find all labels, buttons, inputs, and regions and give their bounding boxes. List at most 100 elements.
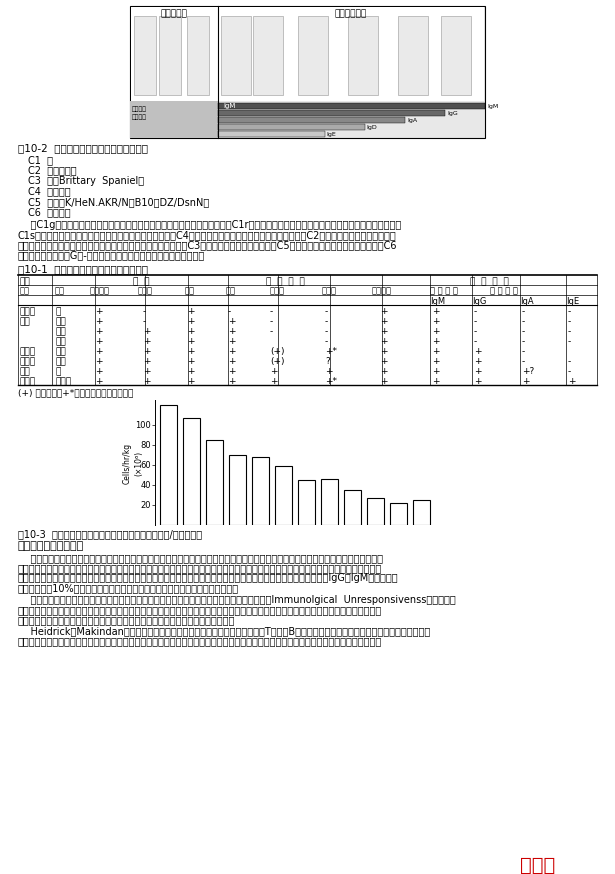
Text: 动物: 动物 <box>20 277 31 286</box>
Text: 鸡: 鸡 <box>55 367 60 376</box>
Text: +: + <box>228 357 236 366</box>
Text: +: + <box>432 327 440 336</box>
Text: 脊椎动物和人: 脊椎动物和人 <box>335 9 367 18</box>
Text: -: - <box>522 347 525 356</box>
Text: +: + <box>228 367 236 376</box>
Text: +: + <box>432 357 440 366</box>
Text: 图10-3  各种动物胸导管淋巴细胞数目的变化（细胞数/公斤体重）: 图10-3 各种动物胸导管淋巴细胞数目的变化（细胞数/公斤体重） <box>18 529 202 539</box>
Bar <box>441 16 471 95</box>
Text: 名称: 名称 <box>55 287 65 295</box>
Bar <box>298 16 328 95</box>
Text: +: + <box>187 377 194 386</box>
Text: +?: +? <box>522 367 534 376</box>
Text: +: + <box>95 357 103 366</box>
Text: 淋巴细胞: 淋巴细胞 <box>90 287 110 295</box>
Text: C4  金黄地鼠: C4 金黄地鼠 <box>28 186 71 197</box>
Text: -: - <box>143 307 146 316</box>
Text: -: - <box>522 307 525 316</box>
Text: +: + <box>474 367 482 376</box>
Text: 法氏囊: 法氏囊 <box>322 287 337 295</box>
Text: 免疫学研究中选择适宜年龄的实验动物是非常重要的。年龄影响着实验动物的免疫机能，如幼龄动物的免疫系统机能发育不完善或机能很: 免疫学研究中选择适宜年龄的实验动物是非常重要的。年龄影响着实验动物的免疫机能，如… <box>18 553 383 563</box>
Text: -: - <box>568 337 571 346</box>
Text: IgD: IgD <box>367 125 378 130</box>
Text: IgG: IgG <box>472 296 486 306</box>
Text: -: - <box>568 307 571 316</box>
Text: +: + <box>474 347 482 356</box>
Bar <box>348 16 378 95</box>
Text: C2  豚鼠、大鼠: C2 豚鼠、大鼠 <box>28 165 77 176</box>
Text: (+) 可能存在，+*有功能相似的类囊器官。: (+) 可能存在，+*有功能相似的类囊器官。 <box>18 388 133 397</box>
Text: C1  鸡: C1 鸡 <box>28 155 53 165</box>
Text: +: + <box>187 307 194 316</box>
Text: 淋  巴  器  官: 淋 巴 器 官 <box>266 277 304 286</box>
Text: IgE: IgE <box>566 296 579 306</box>
Text: +: + <box>187 317 194 326</box>
Text: IgA: IgA <box>407 118 417 123</box>
Text: +: + <box>187 367 194 376</box>
Bar <box>130 6 485 138</box>
Text: +: + <box>187 347 194 356</box>
Text: C5  小鼠（K/HeN.AKR/N，B10，DZ/DsnN）: C5 小鼠（K/HeN.AKR/N，B10，DZ/DsnN） <box>28 197 209 207</box>
Text: 免  疫  反  应: 免 疫 反 应 <box>470 277 509 286</box>
Text: +: + <box>380 347 387 356</box>
Bar <box>275 466 292 525</box>
Bar <box>218 124 365 130</box>
Text: +*: +* <box>325 347 337 356</box>
Text: -: - <box>228 307 231 316</box>
Text: 炎，类过敏性紫癜，狼疮样综征，进行性肾小球肾炎，反复感染；C3缺乏时对感染的易感性升高；C5缺乏时可发生狼疮，腹泻及消耗病；C6: 炎，类过敏性紫癜，狼疮样综征，进行性肾小球肾炎，反复感染；C3缺乏时对感染的易感… <box>18 240 397 250</box>
Text: IgM: IgM <box>487 104 498 109</box>
Text: -: - <box>522 357 525 366</box>
Text: 体 液 免 疫: 体 液 免 疫 <box>490 287 518 295</box>
Text: 爬行类: 爬行类 <box>20 357 36 366</box>
Text: -: - <box>325 327 328 336</box>
Text: 细  胞: 细 胞 <box>133 277 149 286</box>
Bar <box>218 110 445 116</box>
Bar <box>253 16 283 95</box>
Text: 鸟类: 鸟类 <box>20 367 31 376</box>
Bar <box>390 503 407 525</box>
Text: ?: ? <box>325 357 330 366</box>
Text: +: + <box>95 337 103 346</box>
Text: 细胞免疫: 细胞免疫 <box>372 287 392 295</box>
Text: 哺乳类: 哺乳类 <box>20 377 36 386</box>
Text: 鱼类: 鱼类 <box>20 317 31 326</box>
Bar <box>252 457 269 525</box>
Text: IgA: IgA <box>520 296 534 306</box>
Text: IgM: IgM <box>430 296 445 306</box>
Text: 无脊椎动物: 无脊椎动物 <box>161 9 188 18</box>
Text: 两栖类: 两栖类 <box>20 347 36 356</box>
Bar <box>159 16 181 95</box>
Bar <box>160 405 177 525</box>
Text: 恶性肿瘤和自身免疫性疾病的发病率增高等。据研究，小鼠、大鼠和豚鼠随年龄增加免疫反应的活性也减弱，老龄鼠产生IgG和IgM的能力仅为: 恶性肿瘤和自身免疫性疾病的发病率增高等。据研究，小鼠、大鼠和豚鼠随年龄增加免疫反… <box>18 573 399 584</box>
Text: +: + <box>143 347 151 356</box>
Text: C1s缺乏时，出现红斑狼疮，进行性肾小球肾炎，关节炎；C4缺乏时可发生狼疮，关节炎，类过敏性紫癜；C2缺乏时发生狼疮，致死性皮肌: C1s缺乏时，出现红斑狼疮，进行性肾小球肾炎，关节炎；C4缺乏时可发生狼疮，关节… <box>18 230 397 240</box>
Text: +: + <box>380 377 387 386</box>
Text: +: + <box>143 327 151 336</box>
Text: -: - <box>522 317 525 326</box>
Text: +: + <box>187 327 194 336</box>
Text: +: + <box>228 317 236 326</box>
Text: C3  狗（Brittary  Spaniel）: C3 狗（Brittary Spaniel） <box>28 176 144 186</box>
Text: +: + <box>228 377 236 386</box>
Text: 艾帮主: 艾帮主 <box>520 856 555 874</box>
Text: -: - <box>325 337 328 346</box>
Text: +: + <box>228 337 236 346</box>
Text: 胸腺: 胸腺 <box>185 287 195 295</box>
Text: 油鲛: 油鲛 <box>55 317 66 326</box>
Text: +: + <box>432 367 440 376</box>
Text: +: + <box>380 367 387 376</box>
Text: 鳗: 鳗 <box>55 307 60 316</box>
Text: (×10⁶): (×10⁶) <box>135 450 143 475</box>
Text: IgE: IgE <box>327 132 336 137</box>
Text: +: + <box>432 317 440 326</box>
Text: 实验证明给胚胎期或新生期的动物注射异基因型细胞时很容易造成对该细胞的免疫无反应性（Immunolgical  Unresponsivenss），而对成: 实验证明给胚胎期或新生期的动物注射异基因型细胞时很容易造成对该细胞的免疫无反应性… <box>18 595 456 605</box>
Text: +: + <box>228 347 236 356</box>
Text: +: + <box>95 367 103 376</box>
Text: 淋巴结: 淋巴结 <box>270 287 285 295</box>
Bar <box>229 455 246 525</box>
Text: 鼠、人: 鼠、人 <box>55 377 71 386</box>
Text: +: + <box>380 337 387 346</box>
Text: （二）动物的年龄因素: （二）动物的年龄因素 <box>18 541 84 551</box>
Text: -: - <box>474 337 477 346</box>
Text: IgG: IgG <box>447 111 458 116</box>
